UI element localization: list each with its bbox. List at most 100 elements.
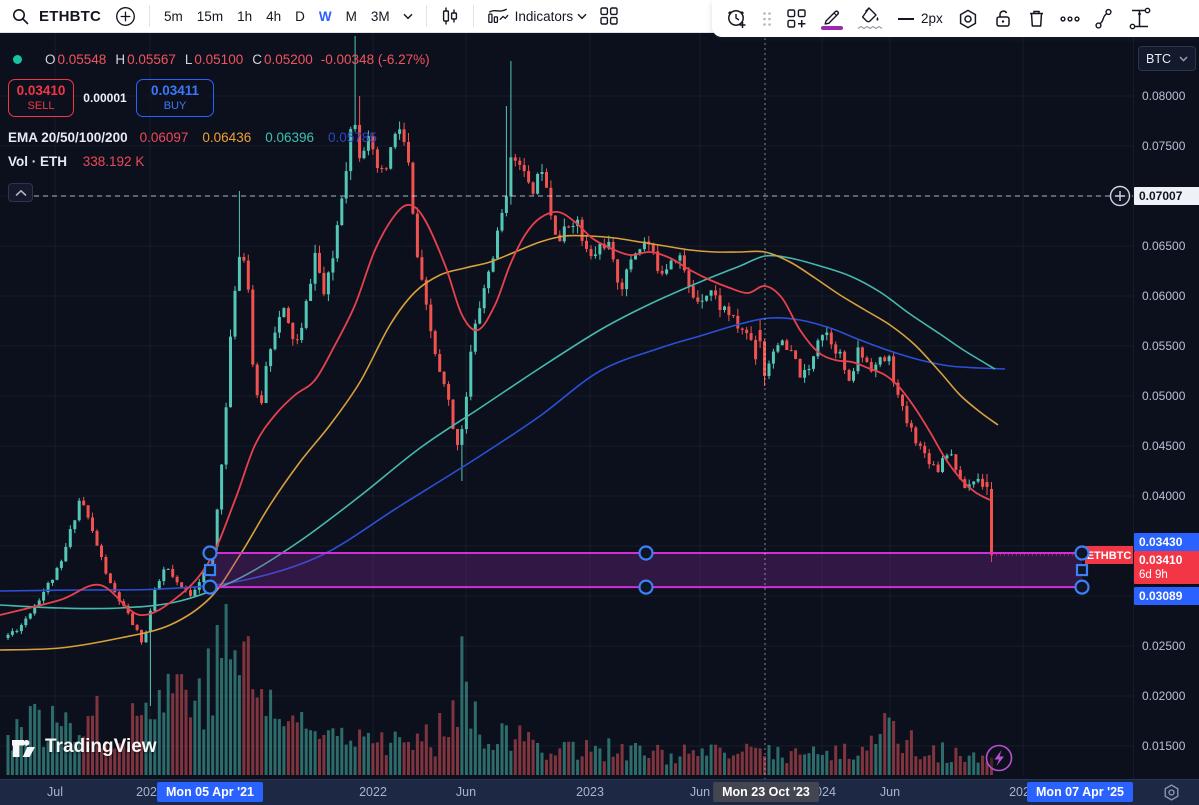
ohlc-prefix: H [115,51,126,67]
drawing-handle[interactable] [1074,579,1090,595]
ohlc-row: O 0.05548 H 0.05567 L 0.05100 C 0.05200 -0.0… [8,50,430,68]
buy-label: BUY [163,99,187,112]
top-toolbar: ETHBTC 5m 15m 1h 4h D W M 3M [0,0,1199,37]
indicators-icon [487,8,509,24]
currency-toggle-button[interactable]: BTC [1138,46,1196,71]
fill-color-button[interactable] [851,5,889,33]
chevron-down-icon [403,13,413,19]
drawing-handle[interactable] [1075,563,1089,577]
indicator-templates-button[interactable] [593,2,625,30]
alert-clock-plus-icon [727,9,746,28]
sell-label: SELL [27,99,55,112]
time-tick: Jun [879,785,901,799]
spread-value: 0.00001 [83,91,127,105]
drawing-handle[interactable] [202,545,218,561]
lock-drawing-button[interactable] [987,5,1019,33]
curve-tool-icon [1095,8,1112,29]
indicators-label: Indicators [514,8,574,24]
add-layout-button[interactable] [780,5,813,33]
chart-style-button[interactable] [434,2,466,30]
svg-text:ETHBTC: ETHBTC [1087,550,1132,562]
toolbar-separator [425,5,427,27]
compare-add-button[interactable] [109,2,142,30]
curve-tool-button[interactable] [1088,5,1120,33]
ema20-value: 0.06097 [139,130,189,145]
interval-1m[interactable]: M [345,8,357,24]
tradingview-watermark: TradingView [10,733,157,760]
drawing-bottom-price-label: 0.03089 [1134,587,1199,605]
ema200-value: 0.05785 [328,130,377,145]
chevron-down-icon [577,13,587,19]
drawing-settings-button[interactable] [951,5,985,33]
interval-1d[interactable]: D [295,8,305,24]
interval-15m[interactable]: 15m [196,8,224,24]
drawing-handle[interactable] [202,579,218,595]
ellipsis-icon [1060,15,1080,22]
bar-countdown: 6d 9h [1139,568,1168,581]
price-tick: 0.04500 [1142,439,1186,453]
change-value: -0.00348 (-6.27%) [320,51,430,67]
ema-indicator-row[interactable]: EMA 20/50/100/200 0.06097 0.06436 0.0639… [8,130,430,145]
indicators-button[interactable]: Indicators [481,2,594,30]
delete-drawing-button[interactable] [1021,5,1052,33]
trash-icon [1029,10,1043,27]
drag-dots-icon [763,11,771,26]
time-tick: Jun [455,785,477,799]
ohlc-prefix: L [184,51,193,67]
time-tick: Jun [689,785,711,799]
volume-label: Vol · ETH [8,154,67,169]
toolbar-separator [149,5,151,27]
price-tick: 0.01500 [1142,739,1186,753]
more-options-button[interactable] [1054,5,1086,33]
open-value: 0.05548 [57,51,107,67]
symbol-search-button[interactable] [6,2,35,30]
sell-button[interactable]: 0.03410 SELL [8,79,74,117]
time-axis[interactable]: Jul 2021 2022 Jun 2023 Jun 2024 Jun 2025 Mon 05 … [0,779,1199,805]
interval-4h[interactable]: 4h [266,8,282,24]
price-scale[interactable]: BTC 0.08000 0.07500 0.06500 0.06000 0.05500 0… [1133,33,1199,779]
interval-5m[interactable]: 5m [164,8,183,24]
low-value: 0.05100 [194,51,244,67]
fill-pattern-indicator [857,25,883,30]
interval-1w[interactable]: W [318,8,332,24]
add-alert-plus-button[interactable] [1109,185,1131,207]
toolbar-drag-handle[interactable] [756,5,778,33]
chevron-down-icon [1179,56,1188,62]
interval-menu-button[interactable] [397,2,419,30]
time-tick: 2022 [359,785,387,799]
drawing-start-date-label: Mon 05 Apr '21 [157,782,263,802]
drawing-handle[interactable] [638,545,654,561]
high-value: 0.05567 [127,51,176,67]
pencil-icon [824,10,839,25]
price-tick: 0.08000 [1142,89,1186,103]
chart-legend: O 0.05548 H 0.05567 L 0.05100 C 0.05200 -0.0… [8,50,430,202]
ema100-value: 0.06396 [265,130,315,145]
price-tick: 0.06500 [1142,239,1186,253]
measure-tool-button[interactable] [1122,5,1158,33]
drawing-handle[interactable] [1074,545,1090,561]
candles-icon [442,7,457,25]
price-tick: 0.02500 [1142,639,1186,653]
buy-button[interactable]: 0.03411 BUY [136,79,214,117]
trade-buttons-row: 0.03410 SELL 0.00001 0.03411 BUY [8,79,430,117]
time-tick: 2021 [136,785,164,799]
volume-indicator-row[interactable]: Vol · ETH 338.192 K [8,154,430,169]
price-tick: 0.05500 [1142,339,1186,353]
tradingview-logo-icon [12,739,35,757]
interval-3m[interactable]: 3M [370,8,390,24]
symbol-name[interactable]: ETHBTC [39,7,102,25]
drawing-handle[interactable] [638,579,654,595]
interval-1h[interactable]: 1h [237,8,253,24]
measure-tool-icon [1129,7,1151,30]
time-axis-settings-icon[interactable] [1162,783,1181,805]
draw-color-button[interactable] [815,5,849,33]
price-tick: 0.02000 [1142,689,1186,703]
chevron-up-icon [15,189,26,196]
create-alert-button[interactable] [720,5,754,33]
drawing-handle[interactable] [203,563,217,577]
selected-draw-color [821,26,843,30]
line-width-button[interactable]: 2px [891,11,949,26]
lightning-icon[interactable] [985,744,1013,772]
legend-collapse-button[interactable] [8,183,33,202]
